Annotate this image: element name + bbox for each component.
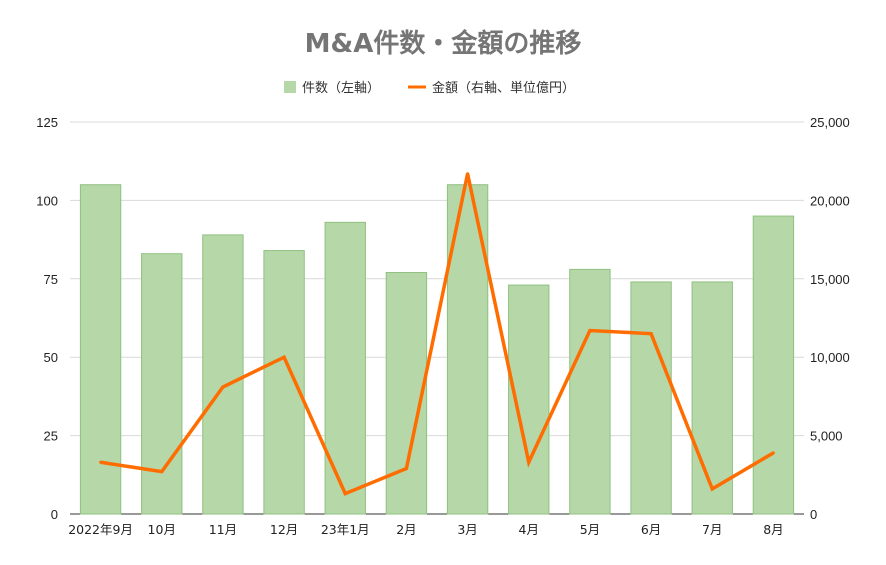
- left-tick-label: 75: [44, 272, 58, 287]
- line-point: [527, 460, 531, 464]
- x-tick-label: 5月: [580, 522, 600, 537]
- line-point: [588, 329, 592, 333]
- left-tick-label: 100: [36, 193, 58, 208]
- x-tick-label: 7月: [702, 522, 722, 537]
- legend-label-count: 件数（左軸）: [302, 81, 380, 96]
- x-tick-label: 11月: [209, 522, 237, 537]
- line-point: [649, 332, 653, 336]
- right-tick-label: 0: [810, 507, 817, 522]
- line-point: [404, 467, 408, 471]
- line-point: [710, 487, 714, 491]
- x-tick-label: 3月: [457, 522, 477, 537]
- right-axis-ticks: 0 5,000 10,000 15,000 20,000 25,000: [810, 115, 850, 522]
- line-path: [100, 173, 775, 496]
- legend: 件数（左軸） 金額（右軸、単位億円）: [284, 80, 575, 96]
- x-tick-label: 2022年9月: [68, 522, 133, 537]
- right-tick-label: 20,000: [810, 193, 850, 208]
- legend-label-amount: 金額（右軸、単位億円）: [432, 80, 575, 96]
- chart-title: M&A件数・金額の推移: [305, 28, 582, 59]
- line-point: [282, 355, 286, 359]
- line-point: [771, 451, 775, 455]
- line-point: [466, 172, 470, 176]
- bar: [79, 184, 122, 515]
- right-tick-label: 15,000: [810, 272, 850, 287]
- legend-swatch-count: [284, 81, 296, 93]
- right-tick-label: 10,000: [810, 350, 850, 365]
- x-tick-label: 8月: [763, 522, 783, 537]
- left-tick-label: 25: [44, 429, 58, 444]
- left-axis-ticks: 0 25 50 75 100 125: [36, 115, 58, 522]
- right-tick-label: 25,000: [810, 115, 850, 130]
- left-tick-label: 50: [44, 350, 58, 365]
- x-tick-label: 12月: [270, 522, 298, 537]
- bar: [691, 281, 733, 515]
- bar: [630, 281, 672, 515]
- bar-series: [79, 184, 795, 515]
- bar: [324, 221, 366, 515]
- x-tick-label: 6月: [641, 522, 661, 537]
- line-series: [99, 172, 775, 496]
- line-point: [221, 385, 225, 389]
- bar: [752, 215, 795, 515]
- line-point: [99, 460, 103, 464]
- gridlines: [70, 121, 804, 515]
- x-tick-label: 10月: [148, 522, 176, 537]
- line-point: [343, 492, 347, 496]
- line-point: [160, 470, 164, 474]
- left-tick-label: 0: [51, 507, 58, 522]
- left-tick-label: 125: [36, 115, 58, 130]
- bar: [263, 250, 305, 515]
- bar: [141, 253, 183, 515]
- x-tick-label: 23年1月: [321, 522, 370, 537]
- x-tick-label: 2月: [396, 522, 416, 537]
- right-tick-label: 5,000: [810, 429, 843, 444]
- x-axis-ticks: 2022年9月 10月 11月 12月 23年1月 2月 3月 4月 5月 6月 7月 8月: [68, 522, 783, 537]
- bar: [202, 234, 244, 515]
- bar: [569, 268, 611, 515]
- x-tick-label: 4月: [519, 522, 539, 537]
